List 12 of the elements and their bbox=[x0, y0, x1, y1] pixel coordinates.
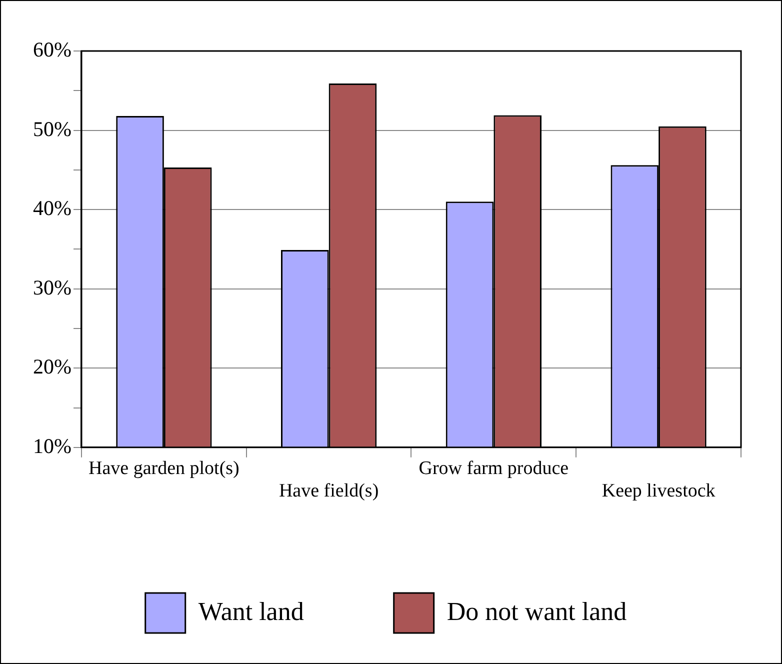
legend-label: Want land bbox=[198, 596, 304, 626]
x-tick-label: Keep livestock bbox=[602, 480, 716, 502]
y-tick-label: 20% bbox=[32, 354, 72, 379]
x-tick-label: Have field(s) bbox=[278, 480, 379, 502]
y-tick-label: 10% bbox=[32, 434, 72, 458]
y-tick-label: 30% bbox=[32, 275, 72, 300]
y-tick-label: 60% bbox=[32, 38, 72, 62]
y-tick-label: 50% bbox=[32, 116, 72, 141]
x-tick-label: Grow farm produce bbox=[418, 458, 569, 479]
y-tick-label: 40% bbox=[32, 196, 72, 220]
legend-label: Do not want land bbox=[446, 596, 627, 626]
x-tick-label: Have garden plot(s) bbox=[88, 458, 240, 479]
